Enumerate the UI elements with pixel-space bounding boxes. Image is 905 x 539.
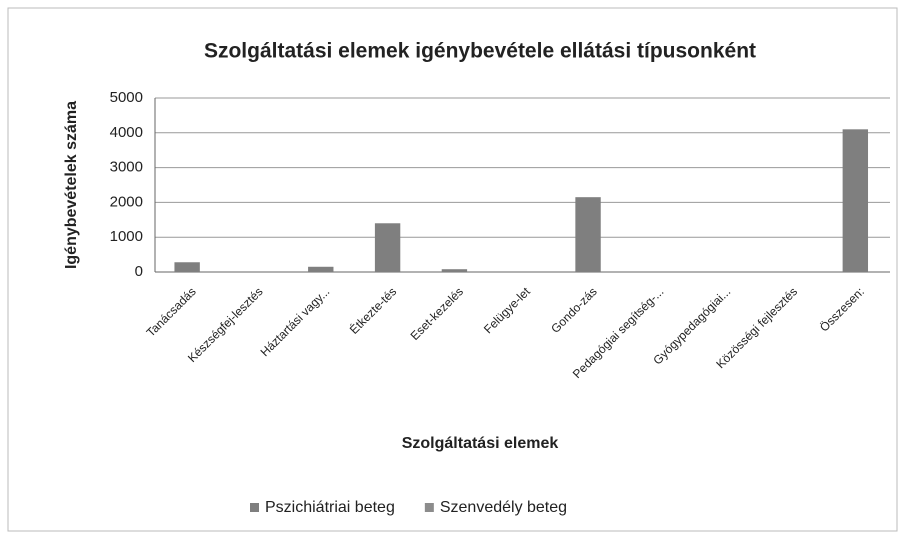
bar: [174, 262, 200, 272]
chart-title: Szolgáltatási elemek igénybevétele ellát…: [204, 40, 756, 63]
y-tick-label: 1000: [110, 228, 143, 245]
legend-label: Pszichiátriai beteg: [265, 499, 395, 516]
x-axis-title: Szolgáltatási elemek: [402, 435, 559, 452]
legend-swatch: [424, 503, 434, 512]
bar: [374, 223, 401, 272]
y-tick-label: 0: [135, 263, 143, 280]
bar: [308, 266, 334, 272]
bar: [575, 197, 601, 272]
bar: [441, 269, 468, 272]
legend-swatch: [250, 503, 259, 512]
bar: [842, 129, 869, 272]
y-tick-label: 3000: [110, 159, 143, 176]
y-tick-label: 5000: [110, 89, 143, 106]
y-tick-label: 2000: [110, 193, 143, 210]
legend-label: Szenvedély beteg: [440, 499, 567, 516]
y-tick-label: 4000: [110, 124, 143, 141]
y-axis-title: Igénybevételek száma: [63, 101, 80, 269]
